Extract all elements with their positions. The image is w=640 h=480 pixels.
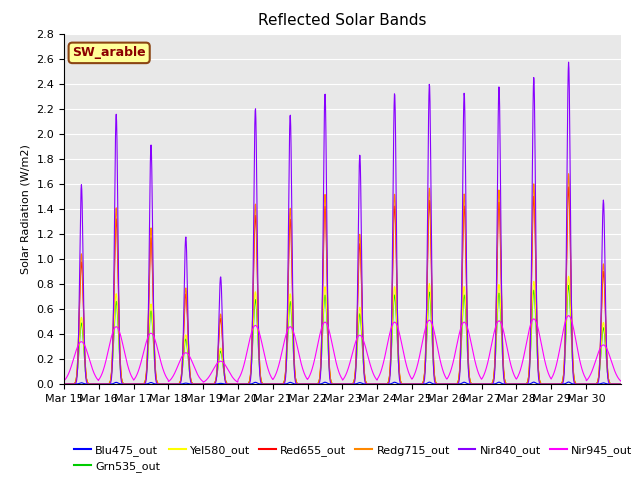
- Yel580_out: [60, 381, 68, 387]
- Line: Nir945_out: Nir945_out: [64, 316, 621, 382]
- Nir945_out: [328, 341, 336, 347]
- Nir945_out: [200, 379, 207, 385]
- Red655_out: [556, 381, 563, 387]
- Yel580_out: [564, 274, 572, 279]
- Yel580_out: [611, 381, 618, 387]
- Nir840_out: [556, 381, 563, 387]
- Text: SW_arable: SW_arable: [72, 47, 146, 60]
- Grn535_out: [556, 381, 563, 387]
- Grn535_out: [564, 283, 572, 288]
- Grn535_out: [611, 381, 618, 387]
- Grn535_out: [474, 381, 482, 387]
- Nir840_out: [317, 358, 325, 364]
- Blu475_out: [317, 381, 325, 386]
- Blu475_out: [556, 381, 563, 387]
- Nir840_out: [60, 381, 68, 387]
- Red655_out: [200, 381, 207, 387]
- Yel580_out: [617, 381, 625, 387]
- Nir945_out: [147, 330, 155, 336]
- Line: Red655_out: Red655_out: [64, 187, 621, 384]
- Blu475_out: [564, 379, 572, 385]
- Redg715_out: [200, 381, 207, 387]
- Blu475_out: [60, 381, 68, 387]
- Blu475_out: [474, 381, 482, 387]
- Nir840_out: [474, 381, 481, 387]
- Red655_out: [60, 381, 68, 387]
- Yel580_out: [200, 381, 207, 387]
- Line: Blu475_out: Blu475_out: [64, 382, 621, 384]
- Y-axis label: Solar Radiation (W/m2): Solar Radiation (W/m2): [21, 144, 31, 274]
- Redg715_out: [328, 381, 336, 386]
- Grn535_out: [617, 381, 625, 387]
- Redg715_out: [611, 381, 618, 387]
- Nir840_out: [610, 381, 618, 387]
- Yel580_out: [147, 301, 155, 307]
- Redg715_out: [317, 336, 325, 342]
- Red655_out: [147, 235, 155, 240]
- Yel580_out: [474, 381, 482, 387]
- Grn535_out: [147, 308, 155, 314]
- Nir945_out: [317, 325, 325, 331]
- Blu475_out: [328, 381, 336, 387]
- Nir840_out: [564, 59, 572, 65]
- Redg715_out: [474, 381, 482, 387]
- Blu475_out: [611, 381, 618, 387]
- Red655_out: [611, 381, 618, 387]
- Blu475_out: [200, 381, 207, 387]
- Nir945_out: [556, 348, 563, 353]
- Red655_out: [328, 381, 336, 386]
- Redg715_out: [147, 225, 155, 231]
- Nir945_out: [474, 369, 482, 374]
- Yel580_out: [556, 381, 563, 387]
- Grn535_out: [200, 381, 207, 387]
- Blu475_out: [147, 380, 155, 385]
- Nir945_out: [617, 378, 625, 384]
- Red655_out: [564, 184, 572, 190]
- Red655_out: [474, 381, 482, 387]
- Legend: Blu475_out, Grn535_out, Yel580_out, Red655_out, Redg715_out, Nir840_out, Nir945_: Blu475_out, Grn535_out, Yel580_out, Red6…: [70, 440, 637, 477]
- Red655_out: [617, 381, 625, 387]
- Line: Nir840_out: Nir840_out: [64, 62, 621, 384]
- Grn535_out: [317, 353, 325, 359]
- Line: Yel580_out: Yel580_out: [64, 276, 621, 384]
- Nir945_out: [564, 313, 572, 319]
- Redg715_out: [564, 171, 572, 177]
- Nir840_out: [617, 381, 625, 387]
- Yel580_out: [317, 351, 325, 357]
- Yel580_out: [328, 380, 336, 386]
- Redg715_out: [60, 381, 68, 387]
- Blu475_out: [617, 381, 625, 387]
- Title: Reflected Solar Bands: Reflected Solar Bands: [258, 13, 427, 28]
- Redg715_out: [556, 381, 563, 387]
- Nir840_out: [147, 142, 155, 148]
- Line: Grn535_out: Grn535_out: [64, 286, 621, 384]
- Redg715_out: [617, 381, 625, 387]
- Line: Redg715_out: Redg715_out: [64, 174, 621, 384]
- Grn535_out: [328, 381, 336, 386]
- Grn535_out: [60, 381, 68, 387]
- Red655_out: [317, 339, 325, 345]
- Nir840_out: [328, 381, 335, 387]
- Nir945_out: [60, 378, 68, 384]
- Nir945_out: [611, 367, 618, 372]
